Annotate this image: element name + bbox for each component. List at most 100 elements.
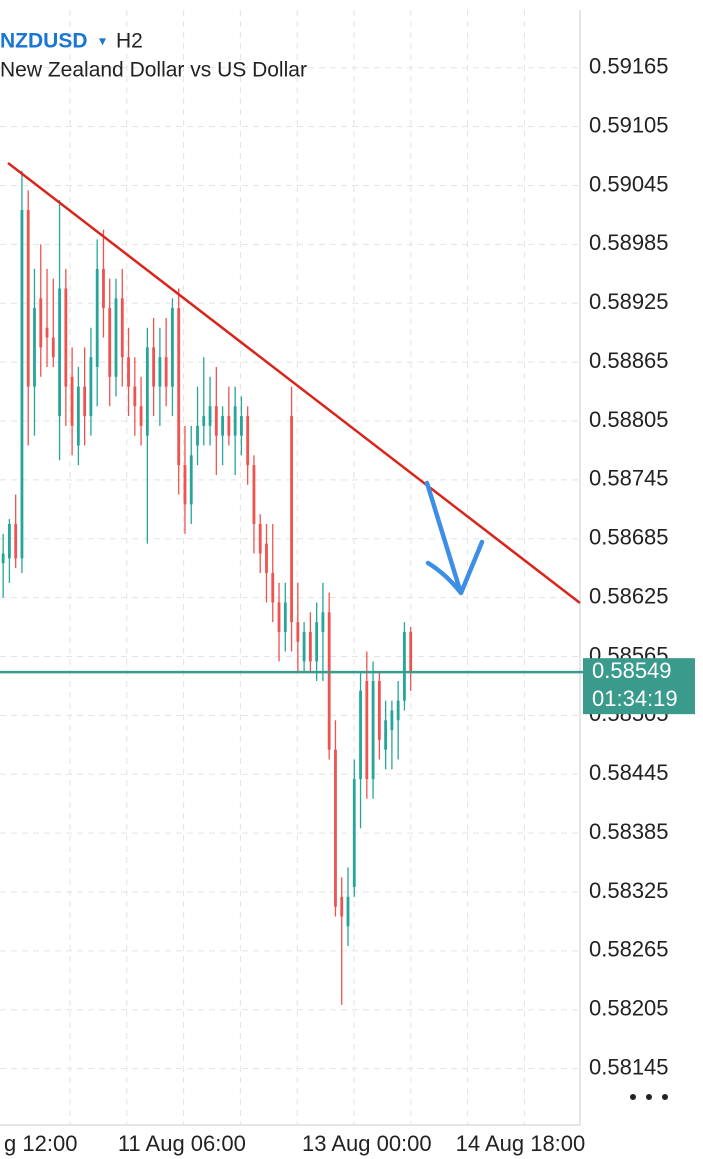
candle-body: [346, 896, 350, 927]
candle-body: [39, 298, 43, 348]
y-tick-label: 0.58265: [589, 937, 669, 962]
candle-body: [214, 406, 218, 436]
candle-body: [208, 406, 212, 426]
candle-body: [359, 690, 362, 780]
candle-body: [64, 288, 68, 387]
candle-body: [83, 386, 87, 417]
candle-body: [120, 298, 124, 358]
y-tick-label: 0.58385: [589, 819, 669, 844]
candle-body: [334, 749, 337, 907]
candle-body: [158, 357, 162, 387]
symbol-dropdown-icon[interactable]: ▾: [99, 33, 106, 49]
candle-body: [390, 710, 394, 731]
y-tick-label: 0.59105: [589, 112, 669, 137]
y-tick-label: 0.58445: [589, 760, 669, 785]
candle-body: [58, 288, 61, 417]
candle-body: [202, 416, 206, 426]
candle-body: [246, 416, 250, 466]
subtitle: New Zealand Dollar vs US Dollar: [0, 59, 307, 82]
candle-body: [189, 455, 193, 505]
candle-body: [252, 465, 256, 524]
grid: [0, 10, 580, 1125]
candle-body: [7, 523, 11, 559]
candle-body: [221, 416, 225, 436]
candle-body: [164, 357, 168, 387]
x-tick-label: g 12:00: [4, 1131, 77, 1156]
drawn-arrow: [424, 480, 485, 596]
candle-body: [1, 553, 5, 564]
candle-body: [227, 416, 231, 436]
candle-body: [315, 622, 319, 662]
y-tick-label: 0.58625: [589, 583, 669, 608]
more-menu[interactable]: [630, 1094, 668, 1100]
y-tick-label: 0.58805: [589, 407, 669, 432]
candle-body: [327, 612, 331, 750]
candle-body: [277, 602, 281, 632]
symbol[interactable]: NZDUSD: [0, 30, 88, 53]
candle-body: [403, 631, 406, 701]
last-price-box: [583, 658, 695, 715]
menu-dot: [662, 1094, 668, 1100]
candle-body: [296, 622, 300, 642]
y-tick-label: 0.58985: [589, 230, 669, 255]
candle-body: [340, 896, 344, 917]
x-tick-label: 11 Aug 06:00: [118, 1131, 246, 1156]
menu-dot: [646, 1094, 652, 1100]
candle-body: [70, 376, 74, 426]
candle-body: [26, 209, 30, 387]
candle-body: [384, 720, 388, 750]
candle-body: [45, 327, 49, 338]
x-tick-label: 13 Aug 00:00: [302, 1131, 432, 1156]
candle-body: [89, 357, 93, 417]
candle-body: [302, 631, 306, 662]
y-tick-label: 0.59045: [589, 171, 669, 196]
candle-body: [409, 631, 413, 673]
candle-body: [139, 406, 143, 426]
candle-body: [396, 700, 400, 721]
y-tick-label: 0.58925: [589, 289, 669, 314]
candles: [1, 170, 413, 1005]
candle-body: [14, 523, 18, 559]
candle-body: [308, 631, 312, 662]
candle-body: [95, 268, 99, 367]
candle-body: [152, 347, 156, 387]
trend-line: [7, 162, 581, 604]
candle-body: [183, 465, 187, 505]
candle-body: [171, 308, 174, 387]
price-marker: 0.58549 01:34:19: [0, 658, 695, 715]
candle-body: [196, 425, 199, 446]
candle-body: [283, 602, 287, 632]
y-tick-label: 0.58325: [589, 878, 669, 903]
x-tick-label: 14 Aug 18:00: [456, 1131, 586, 1156]
candle-body: [108, 308, 112, 377]
candle-body: [265, 543, 268, 574]
candle-body: [233, 406, 237, 436]
candle-body: [371, 680, 375, 780]
candle-body: [51, 337, 55, 358]
last-price-label: 0.58549: [592, 658, 672, 683]
countdown: 01:34:19: [592, 686, 678, 711]
candle-body: [377, 680, 381, 740]
candle-body: [321, 612, 325, 632]
candle-body: [290, 416, 293, 623]
candle-body: [352, 779, 356, 888]
menu-dot: [630, 1094, 636, 1100]
timeframe[interactable]: H2: [116, 30, 143, 53]
candle-body: [102, 268, 105, 309]
y-tick-label: 0.59165: [589, 54, 669, 79]
candle-body: [177, 308, 181, 466]
y-tick-label: 0.58205: [589, 996, 669, 1021]
candle-body: [271, 573, 275, 603]
y-tick-label: 0.58745: [589, 466, 669, 491]
candle-body: [258, 523, 262, 554]
candle-body: [239, 416, 243, 436]
candle-body: [33, 308, 36, 387]
candle-body: [127, 357, 130, 387]
y-tick-label: 0.58145: [589, 1054, 669, 1079]
candle-body: [365, 680, 369, 780]
candle-body: [133, 386, 137, 407]
candle-body: [76, 386, 80, 446]
y-tick-label: 0.58865: [589, 348, 669, 373]
